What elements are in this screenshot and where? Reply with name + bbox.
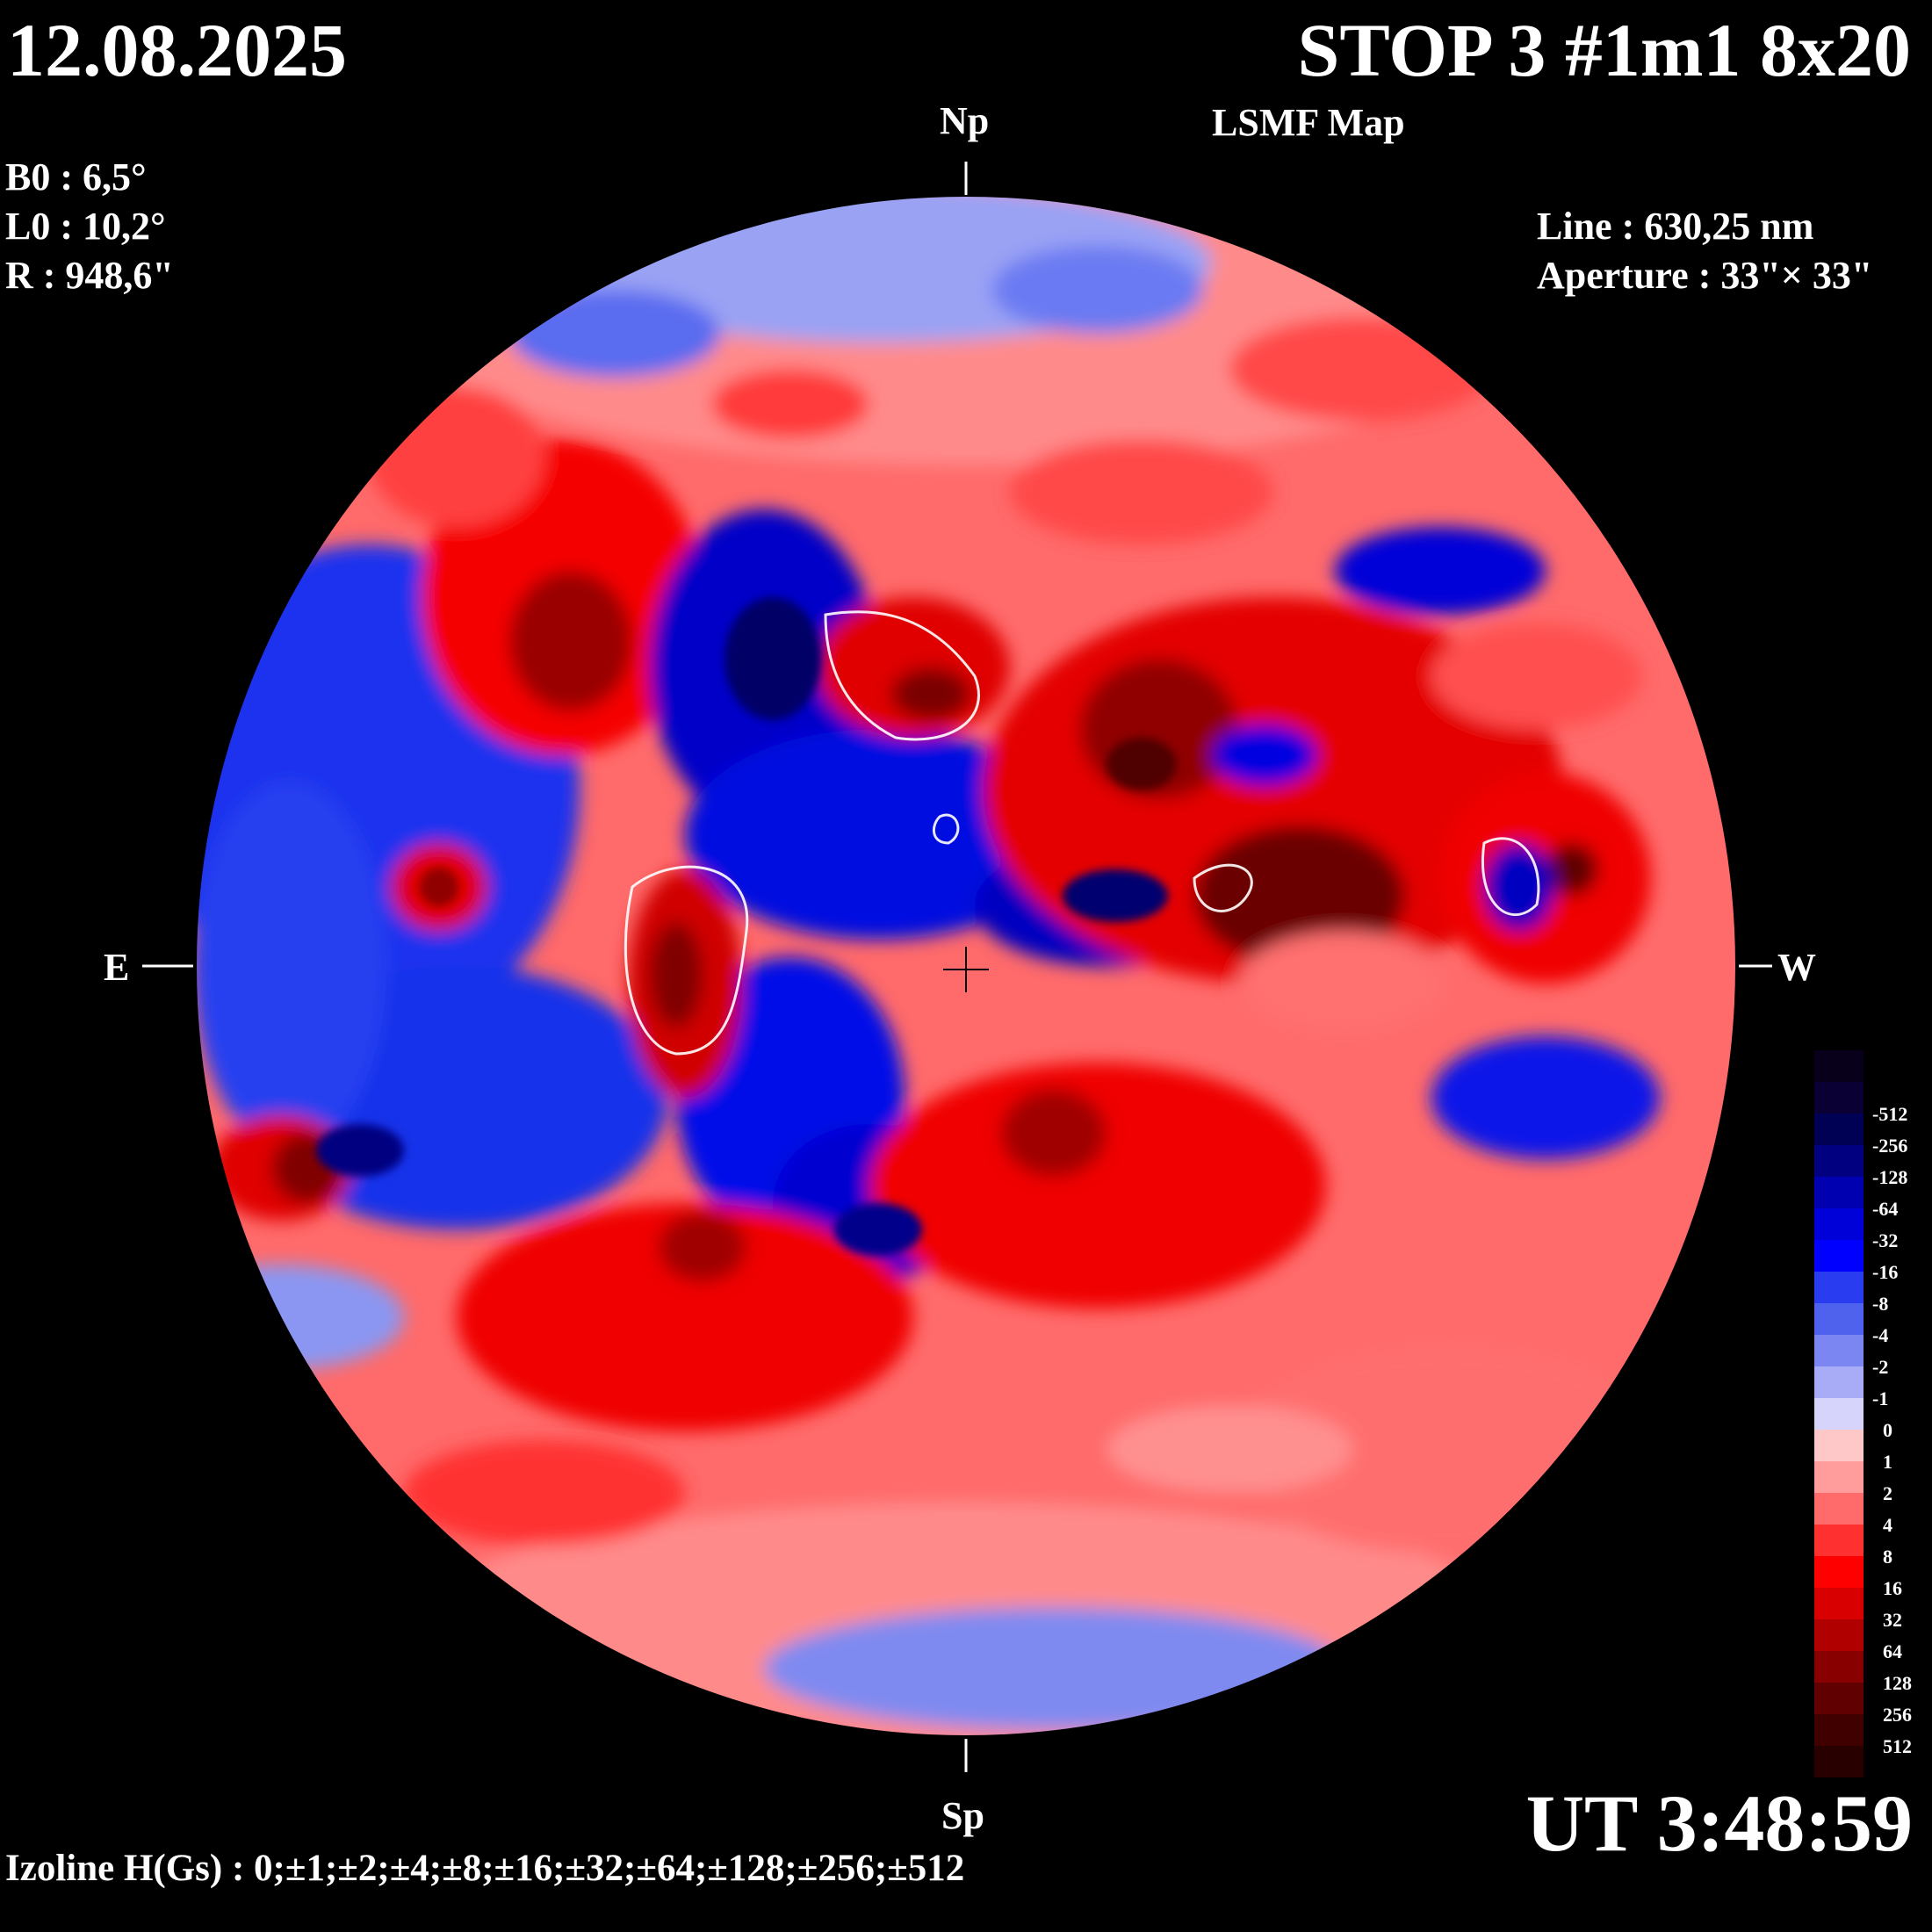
legend-label: -128: [1872, 1166, 1908, 1188]
param-b0: B0 : 6,5°: [5, 155, 147, 198]
color-legend: -512 -256 -128 -64 -32 -16 -8 -4 -2 -1 0 1 2 4 8 16 32 64…: [1814, 1050, 1912, 1777]
legend-swatch: [1814, 1082, 1864, 1114]
legend-swatch: [1814, 1683, 1864, 1714]
legend-label: -8: [1872, 1293, 1889, 1315]
legend-label: 0: [1883, 1419, 1892, 1441]
legend-swatch: [1814, 1272, 1864, 1303]
legend-swatch: [1814, 1335, 1864, 1366]
legend-swatch: [1814, 1461, 1864, 1493]
legend-label: 512: [1883, 1735, 1912, 1757]
legend-swatch: [1814, 1619, 1864, 1651]
legend-swatch: [1814, 1398, 1864, 1430]
solar-disk: [196, 196, 1736, 1736]
center-crosshair: [943, 947, 989, 992]
legend-swatch: [1814, 1240, 1864, 1272]
legend-swatch: [1814, 1303, 1864, 1335]
north-label: Np: [940, 99, 990, 142]
map-subtitle: LSMF Map: [1212, 101, 1405, 144]
legend-label: -32: [1872, 1229, 1899, 1251]
legend-swatch: [1814, 1588, 1864, 1619]
legend-label: 1: [1883, 1451, 1892, 1473]
map-title: STOP 3 #1m1 8x20: [1297, 8, 1911, 92]
izoline-info: Izoline H(Gs) : 0;±1;±2;±4;±8;±16;±32;±6…: [5, 1848, 965, 1889]
legend-swatch: [1814, 1746, 1864, 1777]
legend-swatch: [1814, 1208, 1864, 1240]
legend-swatch: [1814, 1050, 1864, 1082]
legend-swatch: [1814, 1114, 1864, 1145]
legend-label: 256: [1883, 1704, 1912, 1726]
legend-label: 32: [1883, 1609, 1902, 1631]
legend-label: -4: [1872, 1324, 1889, 1346]
legend-label: 2: [1883, 1482, 1892, 1504]
param-l0: L0 : 10,2°: [5, 205, 166, 248]
legend-label: 8: [1883, 1546, 1892, 1568]
legend-swatch: [1814, 1714, 1864, 1746]
legend-swatch: [1814, 1177, 1864, 1208]
legend-swatch: [1814, 1430, 1864, 1461]
param-r: R : 948,6": [5, 254, 174, 297]
east-label: E: [104, 946, 130, 989]
legend-label: -1: [1872, 1388, 1889, 1409]
legend-label: -64: [1872, 1198, 1899, 1220]
observation-date: 12.08.2025: [7, 8, 347, 92]
param-line: Line : 630,25 nm: [1537, 205, 1814, 248]
legend-swatch: [1814, 1525, 1864, 1556]
legend-label: -16: [1872, 1261, 1899, 1283]
south-label: Sp: [941, 1794, 984, 1837]
legend-label: 4: [1883, 1514, 1892, 1536]
legend-swatch: [1814, 1145, 1864, 1177]
legend-swatch: [1814, 1556, 1864, 1588]
legend-label: 128: [1883, 1672, 1912, 1694]
west-label: W: [1777, 946, 1816, 989]
param-aperture: Aperture : 33"× 33": [1537, 254, 1873, 297]
legend-swatch: [1814, 1366, 1864, 1398]
legend-swatch: [1814, 1651, 1864, 1683]
legend-label: -256: [1872, 1135, 1908, 1157]
legend-label: 64: [1883, 1640, 1902, 1662]
legend-label: 16: [1883, 1577, 1902, 1599]
observation-time: UT 3:48:59: [1525, 1778, 1913, 1868]
legend-label: -512: [1872, 1103, 1908, 1125]
legend-label: -2: [1872, 1356, 1889, 1378]
legend-swatch: [1814, 1493, 1864, 1525]
